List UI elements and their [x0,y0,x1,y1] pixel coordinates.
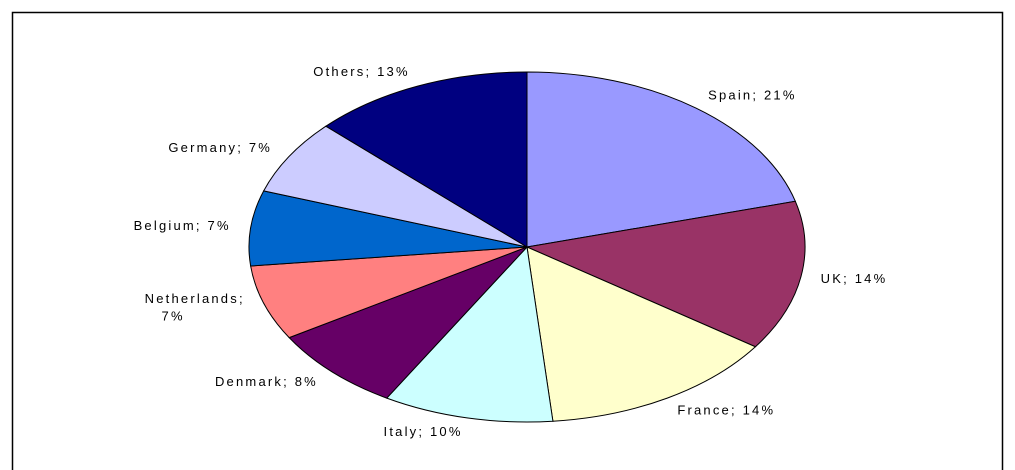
pie-slice [385,245,554,423]
pie-slice [526,246,757,422]
data-label: France; 14% [677,402,775,417]
pie-slice [248,190,528,267]
data-label: Netherlands; 7% [145,292,245,325]
pie-slice [526,71,797,248]
data-label: Denmark; 8% [215,374,318,389]
data-label: UK; 14% [821,271,888,286]
data-label: Belgium; 7% [134,218,231,233]
data-label: Italy; 10% [384,424,463,439]
data-label: Spain; 21% [708,88,797,103]
data-label: Others; 13% [313,64,409,79]
pie-slice [324,71,528,248]
data-label: Germany; 7% [168,140,272,155]
pie-slice [262,125,528,248]
pie-slice [288,246,528,399]
pie-slice [250,246,528,339]
pie-slice [525,200,806,348]
chart-frame [11,11,1004,470]
